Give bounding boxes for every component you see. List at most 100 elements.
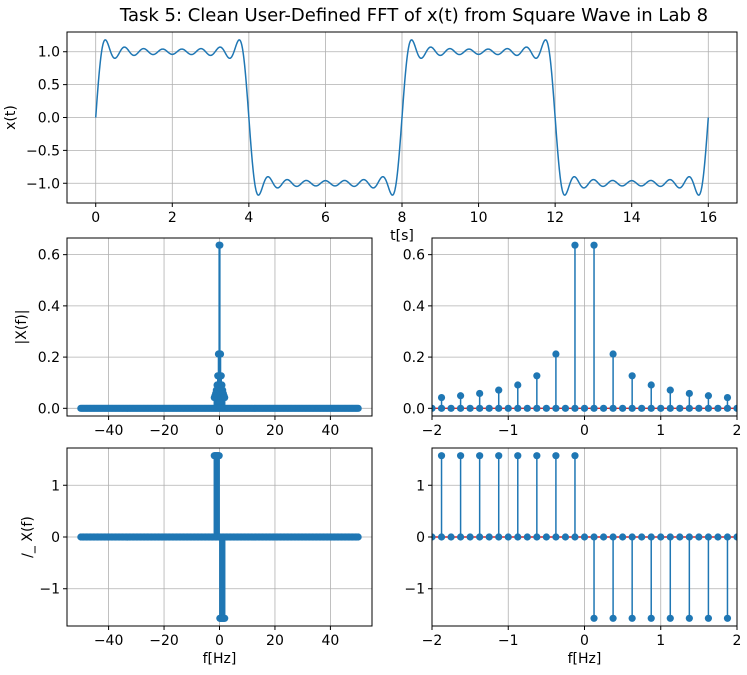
stem-marker (599, 533, 608, 541)
y-axis-label: |X(f)| (14, 310, 30, 345)
stem-marker (609, 533, 617, 541)
x-tick-label: −20 (149, 423, 179, 439)
stem-marker (666, 533, 674, 541)
stem-marker (685, 614, 693, 622)
x-tick-label: 12 (546, 210, 564, 226)
stem-marker (437, 404, 446, 412)
y-tick-label: 0.6 (38, 248, 60, 264)
x-tick-label: −2 (422, 633, 443, 649)
stem-marker (666, 386, 674, 394)
stem-marker (704, 392, 713, 400)
stem-marker (590, 614, 598, 622)
stem-marker (676, 533, 684, 541)
stem-marker (647, 381, 655, 389)
stem-marker (215, 452, 223, 460)
stem-marker (495, 404, 503, 412)
stem-marker (552, 350, 560, 358)
stem-marker (476, 389, 484, 398)
stem-marker (609, 404, 617, 412)
y-tick-label: −1 (39, 582, 60, 598)
y-tick-label: −1 (404, 582, 425, 598)
stem-marker (704, 614, 713, 622)
x-tick-label: 14 (623, 210, 641, 226)
panel-phase_zoom: −2 −1 0 1 2 −1 0 1 f[Hz] (404, 447, 742, 667)
stem-marker (647, 533, 655, 541)
stem-marker (571, 404, 579, 412)
stem-marker (504, 533, 512, 541)
stem-marker (599, 404, 608, 412)
stem-marker (217, 372, 225, 380)
stem-marker (571, 241, 579, 249)
y-tick-label: 0.4 (38, 299, 60, 315)
x-tick-label: 16 (699, 210, 717, 226)
panel-phase_full: −40 −20 0 20 40 −1 0 1 f[Hz] /_ X(f) (20, 447, 373, 667)
stem-marker (495, 452, 503, 460)
stem-marker (533, 533, 541, 541)
stem-marker (628, 533, 636, 541)
stem-marker (647, 614, 655, 622)
x-tick-label: −20 (149, 633, 179, 649)
stem-marker (647, 404, 655, 412)
stem-marker (495, 386, 503, 394)
stem-marker (542, 533, 550, 541)
stem-marker (628, 404, 636, 412)
stem-marker (476, 452, 484, 460)
stem-marker (210, 393, 218, 402)
stem-marker (456, 452, 465, 460)
stem-marker (514, 452, 522, 460)
y-axis-label: x(t) (3, 105, 19, 130)
stem-marker (695, 404, 703, 412)
x-tick-label: −40 (94, 423, 124, 439)
x-tick-label: 0 (91, 210, 100, 226)
stem-marker (514, 381, 522, 389)
stem-marker (657, 404, 665, 412)
stem-marker (523, 533, 531, 541)
stem-marker (590, 404, 598, 412)
stem-marker (514, 533, 522, 541)
x-tick-label: 6 (321, 210, 330, 226)
x-tick-label: −40 (94, 633, 124, 649)
stem-marker (685, 533, 693, 541)
stem-marker (714, 404, 722, 412)
stem-marker (485, 404, 493, 412)
stem-marker (723, 533, 732, 541)
stem-marker (638, 404, 646, 412)
stem-marker (666, 614, 674, 622)
x-tick-label: 10 (470, 210, 488, 226)
stem-marker (437, 533, 446, 541)
stem-marker (676, 404, 684, 412)
stem-marker (619, 404, 627, 412)
x-tick-label: 1 (656, 423, 665, 439)
x-axis-label: f[Hz] (568, 651, 602, 667)
x-tick-label: 0 (580, 423, 589, 439)
stem-marker (733, 404, 737, 412)
stem-marker (628, 614, 636, 622)
stem-marker (571, 533, 579, 541)
x-tick-label: 2 (733, 633, 742, 649)
stem-marker (447, 533, 455, 541)
stem-marker (533, 452, 541, 460)
y-tick-label: 0.2 (403, 350, 425, 366)
stem-marker (221, 393, 229, 402)
plot-area (432, 241, 737, 412)
stem-marker (495, 533, 503, 541)
stem-marker (437, 452, 446, 460)
stem-marker (447, 404, 455, 412)
stem-marker (216, 241, 224, 249)
stem-marker (221, 614, 229, 622)
stem-marker (514, 404, 522, 412)
x-tick-label: 2 (168, 210, 177, 226)
stem-marker (437, 393, 446, 402)
stem-marker (723, 393, 732, 402)
stem-marker (485, 533, 493, 541)
stem-marker (580, 404, 589, 412)
y-tick-label: 0 (51, 530, 60, 546)
x-tick-label: 20 (266, 423, 284, 439)
stem-marker (580, 533, 589, 541)
stem-marker (432, 533, 436, 541)
x-tick-label: 4 (244, 210, 253, 226)
x-tick-label: 2 (733, 423, 742, 439)
stem-marker (571, 452, 579, 460)
stem-marker (354, 533, 362, 541)
